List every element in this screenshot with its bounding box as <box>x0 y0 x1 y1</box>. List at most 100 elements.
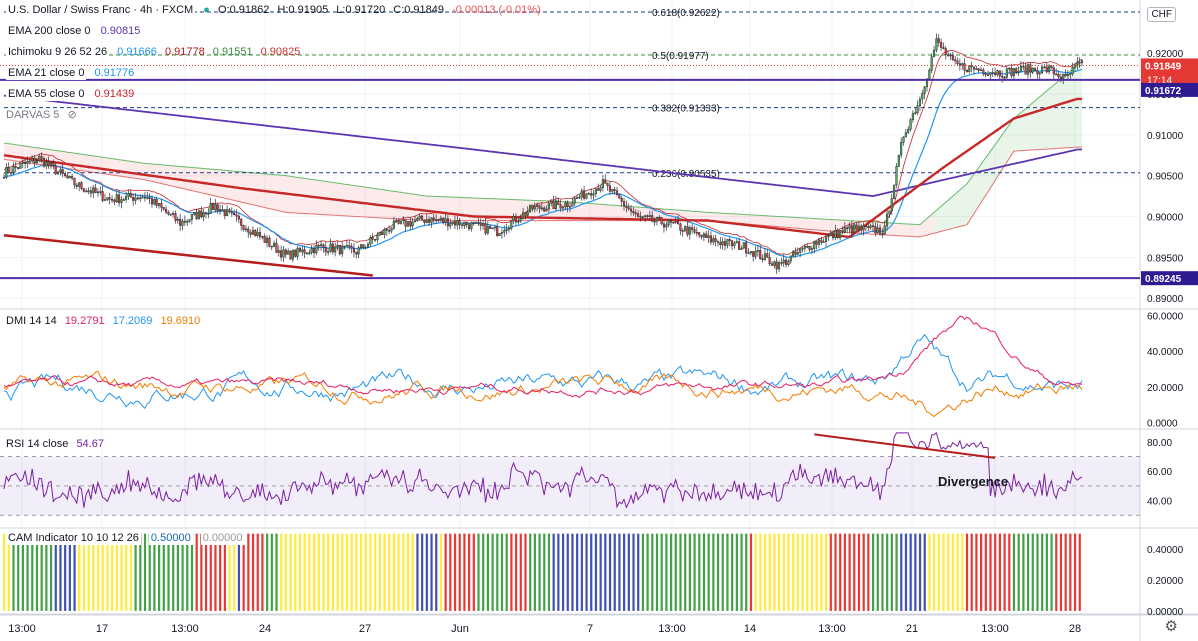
cam-bar <box>632 533 635 611</box>
candle-body <box>350 245 353 249</box>
cam-bar <box>392 533 396 611</box>
ichimoku-cloud-segment <box>736 214 740 224</box>
ichimoku-cloud-segment <box>990 147 993 188</box>
ichimoku-cloud-segment <box>868 221 871 235</box>
cam-bar <box>158 533 161 611</box>
candle-body <box>61 169 64 174</box>
candle-body <box>26 161 29 164</box>
candle-body <box>113 199 116 203</box>
rsi-legend[interactable]: RSI 14 close 54.67 <box>6 437 109 451</box>
ichimoku-cloud-segment <box>790 217 794 228</box>
cam-bar <box>519 533 522 611</box>
ichimoku-cloud-segment <box>15 144 19 162</box>
cam-bar <box>543 533 546 611</box>
candle-body <box>169 213 172 216</box>
candle-body <box>575 197 579 199</box>
price-tick-label: 0.90000 <box>1147 212 1184 223</box>
ema55-legend[interactable]: EMA 55 close 0 0.91439 <box>6 87 139 101</box>
ichimoku-cloud-segment <box>696 211 700 221</box>
cam-bar <box>327 533 330 611</box>
ichimoku-cloud-segment <box>943 202 946 231</box>
cam-bar <box>92 533 95 611</box>
cam-bar <box>646 533 649 611</box>
candle-body <box>14 166 17 168</box>
ichimoku-cloud-segment <box>701 211 704 221</box>
ichimoku-cloud-segment <box>680 210 683 221</box>
ichimoku-cloud-segment <box>1009 121 1012 159</box>
currency-button[interactable]: CHF <box>1147 7 1176 22</box>
ichimoku-cloud-segment <box>976 167 979 210</box>
dmi-v2: 17.2069 <box>112 315 153 327</box>
fib-level-label: 0.5(0.91977) <box>652 51 709 62</box>
cam-tick-label: 0.00000 <box>1147 607 1184 618</box>
gear-icon[interactable]: ⚙ <box>1164 618 1178 635</box>
ichimoku-cloud-segment <box>159 164 162 184</box>
ichimoku-cloud-segment <box>870 221 873 235</box>
cam-bar <box>378 533 381 611</box>
close-value: C:0.91849 <box>393 4 445 16</box>
ichimoku-cloud-segment <box>191 167 195 192</box>
cam-bar <box>561 533 565 611</box>
cam-bar <box>331 533 335 611</box>
cam-bar <box>219 533 222 611</box>
cam-bar <box>796 533 800 611</box>
candle-body <box>474 221 478 224</box>
candle-body <box>195 212 198 220</box>
ichimoku-legend[interactable]: Ichimoku 9 26 52 26 0.91666 0.91778 0.91… <box>6 45 305 59</box>
ichimoku-cloud-segment <box>591 203 594 221</box>
candle-body <box>700 234 703 238</box>
cam-bar <box>139 533 142 611</box>
candle-body <box>893 184 896 199</box>
candle-body <box>472 222 475 224</box>
candle-body <box>66 175 69 179</box>
ichimoku-cloud-segment <box>969 177 972 221</box>
cam-legend[interactable]: CAM Indicator 10 10 12 26 0.50000 0.0000… <box>6 531 250 545</box>
dmi-legend[interactable]: DMI 14 14 19.2791 17.2069 19.6910 <box>6 314 205 328</box>
ema21-legend[interactable]: EMA 21 close 0 0.91776 <box>6 66 139 80</box>
candle-body <box>1064 73 1067 76</box>
ichimoku-cloud-segment <box>1074 65 1078 148</box>
candle-body <box>691 227 694 230</box>
ichimoku-cloud-segment <box>196 167 199 193</box>
cam-bar <box>317 533 320 611</box>
candle-body <box>209 203 212 214</box>
cam-bar <box>688 533 691 611</box>
ichimoku-cloud-segment <box>586 203 589 221</box>
candle-body <box>1078 62 1081 64</box>
candle-body <box>900 142 903 156</box>
candle-body <box>536 204 539 207</box>
ichimoku-cloud-segment <box>1053 83 1057 149</box>
candle-body <box>221 209 224 211</box>
symbol-title[interactable]: U.S. Dollar / Swiss Franc · 4h · FXCM <box>6 3 196 17</box>
ichimoku-cloud-segment <box>100 156 103 174</box>
cam-bar <box>721 533 724 611</box>
candle-body <box>705 233 708 239</box>
darvas-legend[interactable]: DARVAS 5 ⊘ <box>6 108 82 122</box>
candle-body <box>99 191 102 193</box>
ichimoku-cloud-segment <box>840 220 843 233</box>
cam-bar <box>665 533 668 611</box>
ichimoku-cloud-segment <box>821 218 824 231</box>
eye-off-icon[interactable]: ⊘ <box>67 109 77 121</box>
candle-body <box>364 247 367 249</box>
cam-bar <box>134 533 137 611</box>
candle-body <box>529 204 532 213</box>
ichimoku-cloud-segment <box>11 143 14 161</box>
ichimoku-cloud-segment <box>802 217 805 229</box>
candle-body <box>188 219 191 222</box>
ema200-legend[interactable]: EMA 200 close 0 0.90815 <box>6 24 145 38</box>
candle-body <box>735 241 738 244</box>
ichimoku-cloud-segment <box>1025 106 1028 151</box>
candle-body <box>580 190 583 198</box>
ichimoku-cloud-segment <box>487 198 491 221</box>
candle-body <box>792 251 795 257</box>
cam-bar <box>1036 533 1039 611</box>
dmi-label: DMI 14 14 <box>6 315 57 327</box>
price-tick-label: 0.89500 <box>1147 253 1184 264</box>
candle-body <box>592 193 595 196</box>
candle-body <box>383 228 386 235</box>
cam-bar <box>1064 533 1067 611</box>
cam-bar <box>496 533 499 611</box>
candle-body <box>451 221 454 224</box>
